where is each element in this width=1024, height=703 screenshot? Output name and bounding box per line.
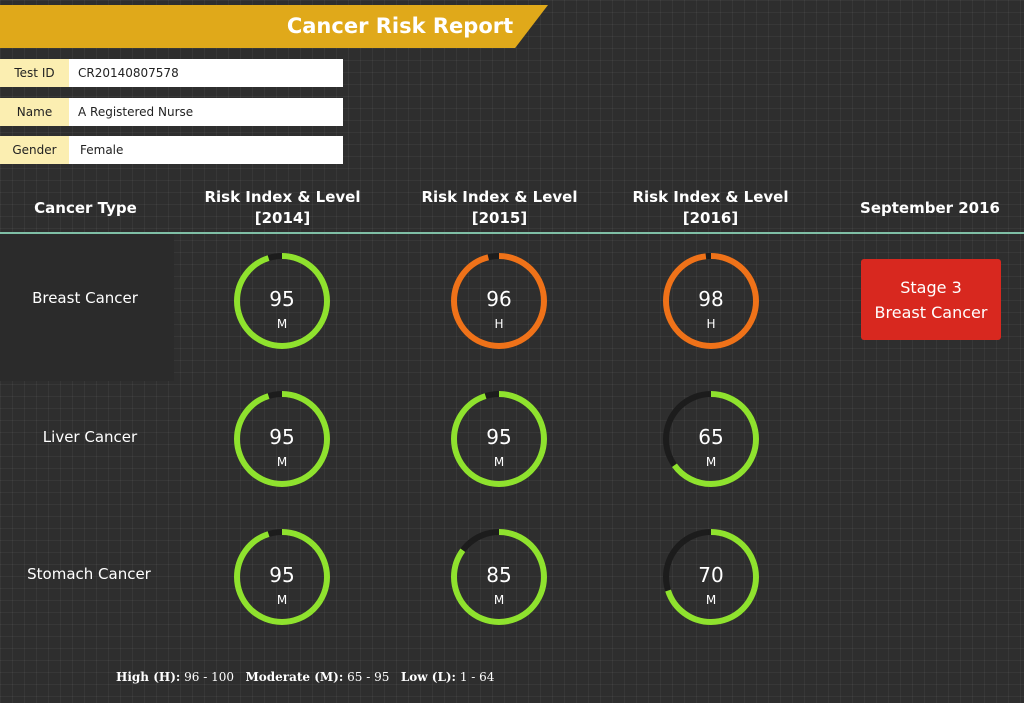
test-id-label: Test ID [0, 59, 69, 87]
gauge-level: M [493, 593, 505, 607]
gauge-value: 95 [486, 425, 512, 449]
gauge-level: M [705, 593, 717, 607]
gender-value: Female [69, 136, 343, 164]
cancer-type-breast: Breast Cancer [32, 289, 138, 307]
gauge-value: 95 [269, 425, 295, 449]
cancer-type-stomach: Stomach Cancer [27, 565, 151, 583]
cancer-type-liver: Liver Cancer [42, 428, 138, 446]
gauge-ring [451, 391, 547, 487]
gauge-ring [663, 529, 759, 625]
legend-high-label: High (H): [116, 670, 181, 684]
gauge-progress-arc [663, 529, 759, 625]
header-2015-line1: Risk Index & Level [421, 188, 578, 206]
risk-gauge: 70 M [661, 527, 761, 627]
gauge-level: M [276, 455, 288, 469]
gauge-ring [663, 253, 759, 349]
gauge-progress-arc [663, 391, 759, 487]
header-divider [0, 232, 1024, 234]
legend-low-label: Low (L): [400, 670, 456, 684]
risk-gauge: 95 M [449, 389, 549, 489]
gauge-ring [451, 529, 547, 625]
legend-moderate-label: Moderate (M): [245, 670, 344, 684]
gauge-progress-arc [234, 529, 330, 625]
gauge-ring [234, 529, 330, 625]
gauge-level: M [276, 593, 288, 607]
gauge-value: 95 [269, 287, 295, 311]
header-cancer-type: Cancer Type [34, 199, 137, 217]
risk-gauge: 65 M [661, 389, 761, 489]
legend-low-range: 1 - 64 [459, 670, 495, 684]
header-2015: Risk Index & Level [2015] [414, 187, 585, 229]
header-september: September 2016 [860, 199, 1000, 217]
gauge-ring [234, 253, 330, 349]
gauge-progress-arc [451, 253, 547, 349]
gauge-value: 65 [698, 425, 724, 449]
gauge-level: H [494, 317, 504, 331]
legend-high-range: 96 - 100 [184, 670, 234, 684]
gauge-value: 95 [269, 563, 295, 587]
stage-button-line2: Breast Cancer [874, 302, 988, 322]
stage-button-line1: Stage 3 [900, 277, 962, 297]
gauge-ring [451, 253, 547, 349]
risk-legend: High (H): 96 - 100 Moderate (M): 65 - 95… [116, 670, 494, 684]
risk-gauge: 95 M [232, 527, 332, 627]
gauge-progress-arc [451, 391, 547, 487]
gauge-progress-arc [234, 391, 330, 487]
test-id-value: CR20140807578 [69, 59, 343, 87]
gauge-level: M [705, 455, 717, 469]
risk-gauge: 85 M [449, 527, 549, 627]
header-2014-line2: [2014] [254, 209, 311, 227]
header-2016-line2: [2016] [682, 209, 739, 227]
test-id-row: Test ID CR20140807578 [0, 59, 343, 87]
legend-moderate-range: 65 - 95 [347, 670, 390, 684]
risk-gauge: 96 H [449, 251, 549, 351]
header-2014: Risk Index & Level [2014] [197, 187, 368, 229]
gauge-progress-arc [234, 253, 330, 349]
gauge-value: 85 [486, 563, 512, 587]
risk-gauge: 95 M [232, 389, 332, 489]
gauge-level: M [276, 317, 288, 331]
gauge-value: 98 [698, 287, 724, 311]
left-panel [0, 234, 174, 381]
gender-row: Gender Female [0, 136, 343, 164]
gauge-value: 96 [486, 287, 512, 311]
name-row: Name A Registered Nurse [0, 98, 343, 126]
risk-gauge: 98 H [661, 251, 761, 351]
name-value: A Registered Nurse [69, 98, 343, 126]
gauge-progress-arc [663, 253, 759, 349]
gauge-level: H [706, 317, 716, 331]
header-2016-line1: Risk Index & Level [632, 188, 789, 206]
page-title: Cancer Risk Report [286, 14, 514, 38]
name-label: Name [0, 98, 69, 126]
stage-3-breast-cancer-button[interactable]: Stage 3 Breast Cancer [861, 259, 1001, 340]
title-banner [0, 5, 548, 48]
gauge-level: M [493, 455, 505, 469]
gauge-ring [234, 391, 330, 487]
gauge-ring [663, 391, 759, 487]
gauge-progress-arc [451, 529, 547, 625]
gender-label: Gender [0, 136, 69, 164]
header-2014-line1: Risk Index & Level [204, 188, 361, 206]
gauge-value: 70 [698, 563, 724, 587]
header-2016: Risk Index & Level [2016] [625, 187, 796, 229]
risk-gauge: 95 M [232, 251, 332, 351]
header-2015-line2: [2015] [471, 209, 528, 227]
